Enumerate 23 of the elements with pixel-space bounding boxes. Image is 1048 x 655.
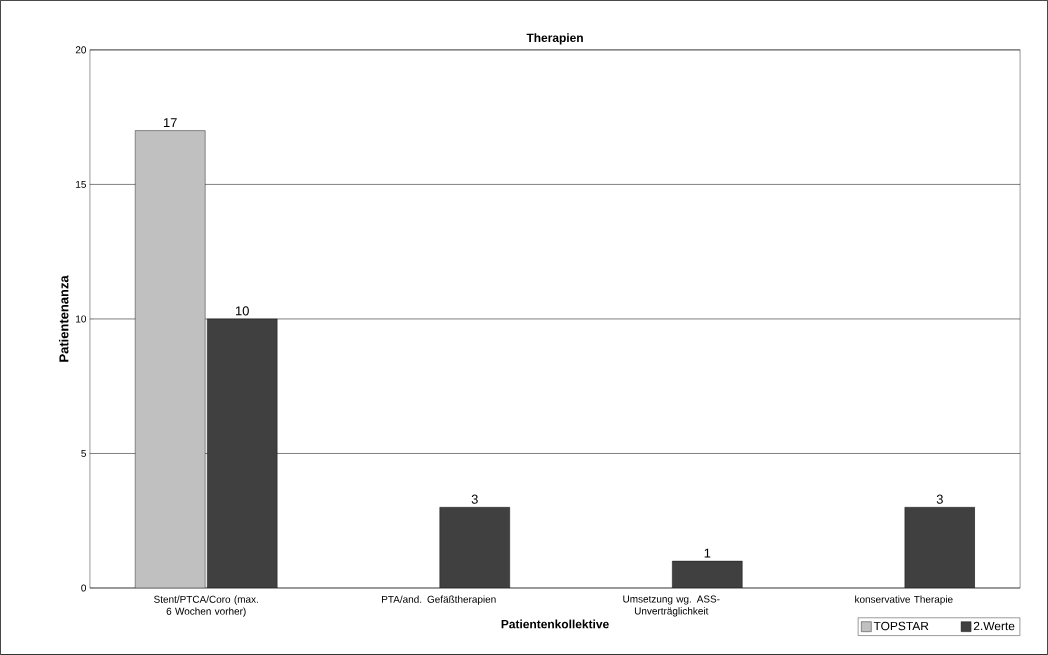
legend-label: 2.Werte	[973, 621, 1015, 631]
bar	[672, 560, 743, 589]
x-tick-label: Umsetzung wg. ASS-Unverträglichkeit	[623, 595, 720, 617]
data-label: 3	[471, 494, 478, 504]
chart-title: Therapien	[526, 33, 583, 45]
y-axis-title: Patientenanza	[58, 275, 69, 362]
x-axis-title: Patientenkollektive	[501, 619, 609, 629]
x-tick-label: Stent/PTCA/Coro (max. 6 Wochen vorher)	[154, 595, 258, 617]
data-label: 17	[163, 118, 177, 128]
x-tick-label: konservative Therapie	[855, 595, 953, 605]
bar	[207, 318, 278, 589]
y-tick-label: 0	[81, 584, 87, 592]
bar	[904, 507, 976, 589]
y-tick-label: 5	[81, 450, 86, 457]
y-tick-label: 20	[75, 46, 87, 54]
legend-label: TOPSTAR	[873, 621, 929, 631]
y-tick-label: 15	[76, 180, 86, 188]
x-tick-label: PTA/and. Gefäßtherapien	[382, 595, 496, 605]
data-label: 3	[936, 494, 943, 504]
bar	[439, 507, 510, 589]
data-label: 10	[235, 306, 249, 316]
y-tick-label: 10	[76, 315, 87, 323]
data-label: 1	[704, 548, 711, 558]
